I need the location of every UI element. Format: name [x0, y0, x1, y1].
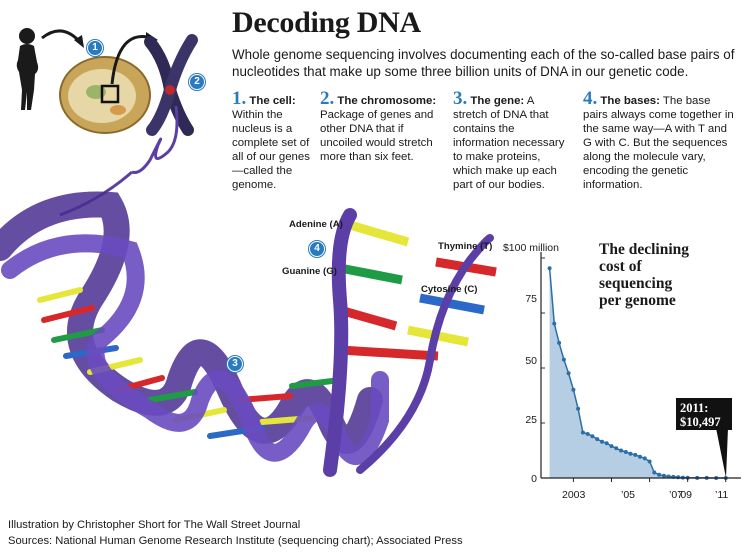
data-point: [600, 439, 604, 444]
chart-title-line: per genome: [599, 292, 676, 309]
y-tick-label: 75: [525, 293, 537, 305]
data-point: [623, 450, 628, 454]
arrow-icon: [110, 35, 153, 85]
callout-pointer-icon: [716, 428, 728, 478]
data-point: [609, 444, 614, 449]
page-title: Decoding DNA: [232, 6, 421, 39]
x-tick-label: 2003: [562, 489, 586, 501]
badge-2: 2: [189, 74, 205, 90]
data-point: [642, 456, 647, 461]
data-point: [547, 266, 552, 271]
step-heading: The cell:: [249, 95, 296, 107]
badge-1: 1: [87, 40, 103, 56]
step-heading: The chromosome:: [337, 95, 437, 107]
x-tick-label: ’07: [669, 489, 684, 501]
step-number: 2.: [320, 88, 335, 109]
x-tick-label: ’09: [678, 489, 693, 501]
step-text: Package of genes and other DNA that if u…: [320, 109, 434, 163]
label-adenine: Adenine (A): [289, 219, 343, 230]
human-silhouette-icon: [16, 28, 39, 110]
chart-title-line: cost of: [599, 258, 642, 275]
data-point: [633, 452, 638, 457]
data-point: [552, 321, 557, 326]
badge-3: 3: [227, 356, 243, 372]
step-text: Within the nucleus is a complete set of …: [232, 109, 310, 191]
chart-title-line: The declining: [599, 241, 690, 258]
data-point: [557, 340, 562, 345]
y-tick-label: 0: [531, 473, 537, 485]
chart-area: [549, 268, 726, 478]
data-point: [676, 475, 681, 480]
data-point: [576, 406, 581, 411]
label-thymine: Thymine (T): [438, 241, 493, 252]
y-tick-label: 25: [525, 414, 537, 426]
data-point: [585, 432, 590, 436]
data-point: [566, 371, 571, 376]
x-tick-label: ’05: [621, 489, 636, 501]
data-point: [661, 473, 666, 478]
data-point: [571, 387, 576, 392]
data-point: [652, 470, 657, 475]
data-point: [614, 446, 619, 451]
data-point: [580, 430, 585, 435]
step-number: 3.: [453, 88, 468, 109]
intro-text: Whole genome sequencing involves documen…: [232, 47, 735, 79]
data-point: [595, 437, 600, 442]
step-cell: 1. The cell: Within the nucleus is a com…: [232, 89, 314, 192]
data-point: [561, 357, 566, 362]
step-number: 1.: [232, 88, 247, 109]
data-point: [657, 472, 662, 477]
badge-4: 4: [309, 241, 325, 257]
step-heading: The gene:: [470, 95, 525, 107]
y-tick-label: 50: [525, 355, 537, 367]
x-tick-label: ’11: [715, 489, 729, 501]
illustration-credit: Illustration by Christopher Short for Th…: [8, 519, 301, 531]
chart-annotation: 2011: $10,497: [676, 398, 732, 430]
label-cytosine: Cytosine (C): [421, 284, 478, 295]
sources-credit: Sources: National Human Genome Research …: [8, 535, 463, 547]
y-tick-label: $100 million: [502, 242, 559, 254]
step-gene: 3. The gene: A stretch of DNA that conta…: [453, 89, 571, 192]
step-chromosome: 2. The chromosome: Package of genes and …: [320, 89, 448, 164]
double-helix: [0, 191, 497, 477]
chart-title: The declining cost of sequencing per gen…: [599, 241, 689, 309]
cell-icon: [59, 56, 151, 134]
chart-title-line: sequencing: [599, 275, 673, 292]
chromosome-icon: [144, 34, 198, 136]
step-bases: 4. The bases: The base pairs always come…: [583, 89, 735, 192]
step-text: The base pairs always come together in t…: [583, 95, 734, 191]
step-heading: The bases:: [600, 95, 660, 107]
step-text: A stretch of DNA that contains the infor…: [453, 95, 565, 191]
label-guanine: Guanine (G): [282, 266, 337, 277]
data-point: [647, 459, 652, 464]
data-point: [628, 451, 633, 456]
data-point: [638, 454, 642, 459]
step-number: 4.: [583, 88, 598, 109]
data-point: [619, 448, 623, 453]
data-point: [590, 434, 595, 439]
data-point: [604, 441, 609, 446]
